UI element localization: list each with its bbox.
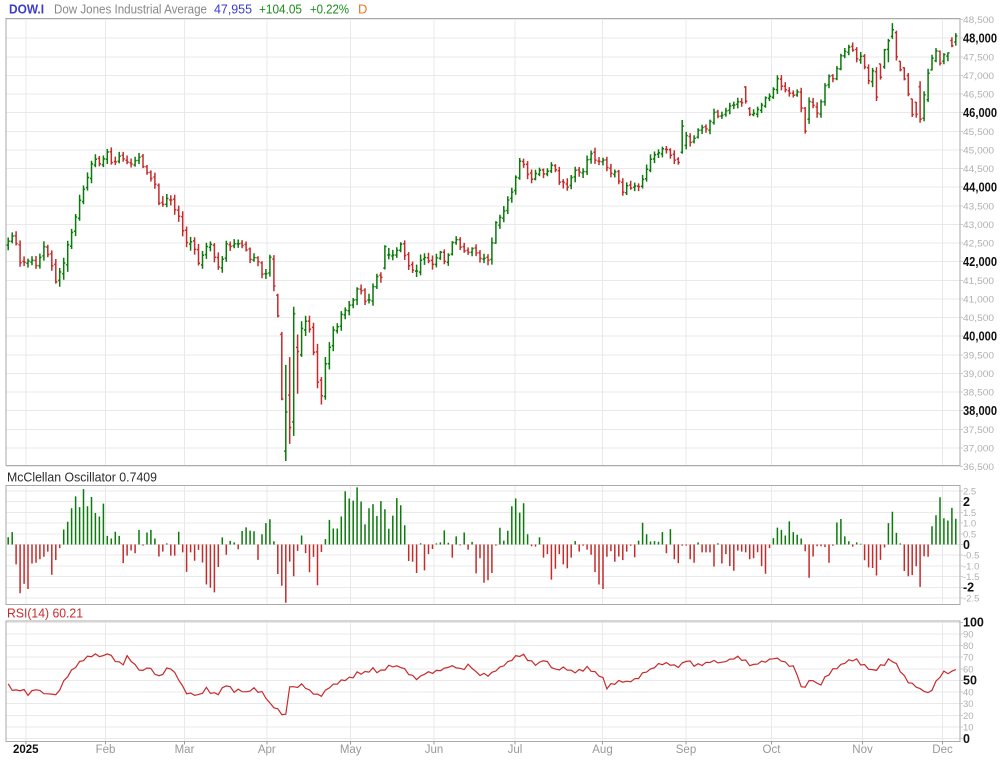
svg-text:0: 0 [963,732,970,746]
svg-text:30: 30 [963,699,974,710]
svg-text:90: 90 [963,630,974,641]
svg-text:Mar: Mar [175,744,195,756]
svg-text:+104.05: +104.05 [259,2,302,17]
svg-text:48,000: 48,000 [963,32,997,46]
svg-text:Nov: Nov [852,744,873,756]
svg-text:44,500: 44,500 [963,164,994,175]
svg-text:Jun: Jun [425,744,444,756]
svg-text:Dec: Dec [932,744,953,756]
svg-text:47,000: 47,000 [963,71,994,82]
svg-text:37,500: 37,500 [963,425,994,436]
svg-text:2025: 2025 [13,744,39,756]
svg-text:100: 100 [963,616,984,630]
svg-text:2: 2 [963,495,970,509]
svg-text:Apr: Apr [258,744,276,756]
svg-text:43,000: 43,000 [963,220,994,231]
svg-text:D: D [358,2,367,17]
svg-text:DOW.I: DOW.I [9,2,44,17]
svg-text:May: May [340,744,362,756]
svg-text:39,000: 39,000 [963,369,994,380]
svg-text:47,955: 47,955 [214,2,252,17]
svg-text:2.5: 2.5 [963,487,976,498]
svg-text:38,500: 38,500 [963,388,994,399]
svg-text:40,500: 40,500 [963,313,994,324]
svg-text:McClellan Oscillator 0.7409: McClellan Oscillator 0.7409 [7,470,157,485]
svg-text:1.0: 1.0 [963,519,976,530]
svg-text:-1.5: -1.5 [963,572,979,583]
svg-text:40: 40 [963,688,974,699]
svg-text:41,000: 41,000 [963,295,994,306]
svg-text:-2: -2 [963,581,974,595]
svg-text:45,000: 45,000 [963,146,994,157]
svg-text:42,500: 42,500 [963,239,994,250]
svg-text:38,000: 38,000 [963,404,997,418]
svg-text:-0.5: -0.5 [963,551,979,562]
svg-text:40,000: 40,000 [963,330,997,344]
svg-text:10: 10 [963,722,974,733]
svg-text:48,500: 48,500 [963,15,994,26]
svg-text:70: 70 [963,653,974,664]
svg-text:Sep: Sep [676,744,696,756]
svg-text:1.5: 1.5 [963,508,976,519]
svg-text:-1.0: -1.0 [963,561,979,572]
svg-text:0.5: 0.5 [963,529,976,540]
svg-text:50: 50 [963,674,977,688]
svg-text:41,500: 41,500 [963,276,994,287]
svg-text:45,500: 45,500 [963,127,994,138]
svg-text:43,500: 43,500 [963,201,994,212]
svg-text:46,500: 46,500 [963,90,994,101]
svg-text:36,500: 36,500 [963,462,994,473]
svg-text:20: 20 [963,711,974,722]
svg-text:RSI(14) 60.21: RSI(14) 60.21 [7,606,83,621]
svg-text:Dow Jones Industrial Average: Dow Jones Industrial Average [54,2,207,17]
svg-text:47,500: 47,500 [963,52,994,63]
svg-text:Aug: Aug [592,744,612,756]
svg-text:Jul: Jul [508,744,523,756]
svg-text:44,000: 44,000 [963,181,997,195]
svg-text:60: 60 [963,664,974,675]
svg-text:Oct: Oct [763,744,782,756]
svg-text:46,000: 46,000 [963,106,997,120]
svg-text:-2.5: -2.5 [963,594,979,605]
svg-text:0: 0 [963,538,970,552]
svg-text:37,000: 37,000 [963,444,994,455]
svg-text:39,500: 39,500 [963,350,994,361]
svg-text:80: 80 [963,641,974,652]
svg-text:Feb: Feb [96,744,116,756]
svg-text:42,000: 42,000 [963,255,997,269]
svg-text:+0.22%: +0.22% [310,2,349,17]
